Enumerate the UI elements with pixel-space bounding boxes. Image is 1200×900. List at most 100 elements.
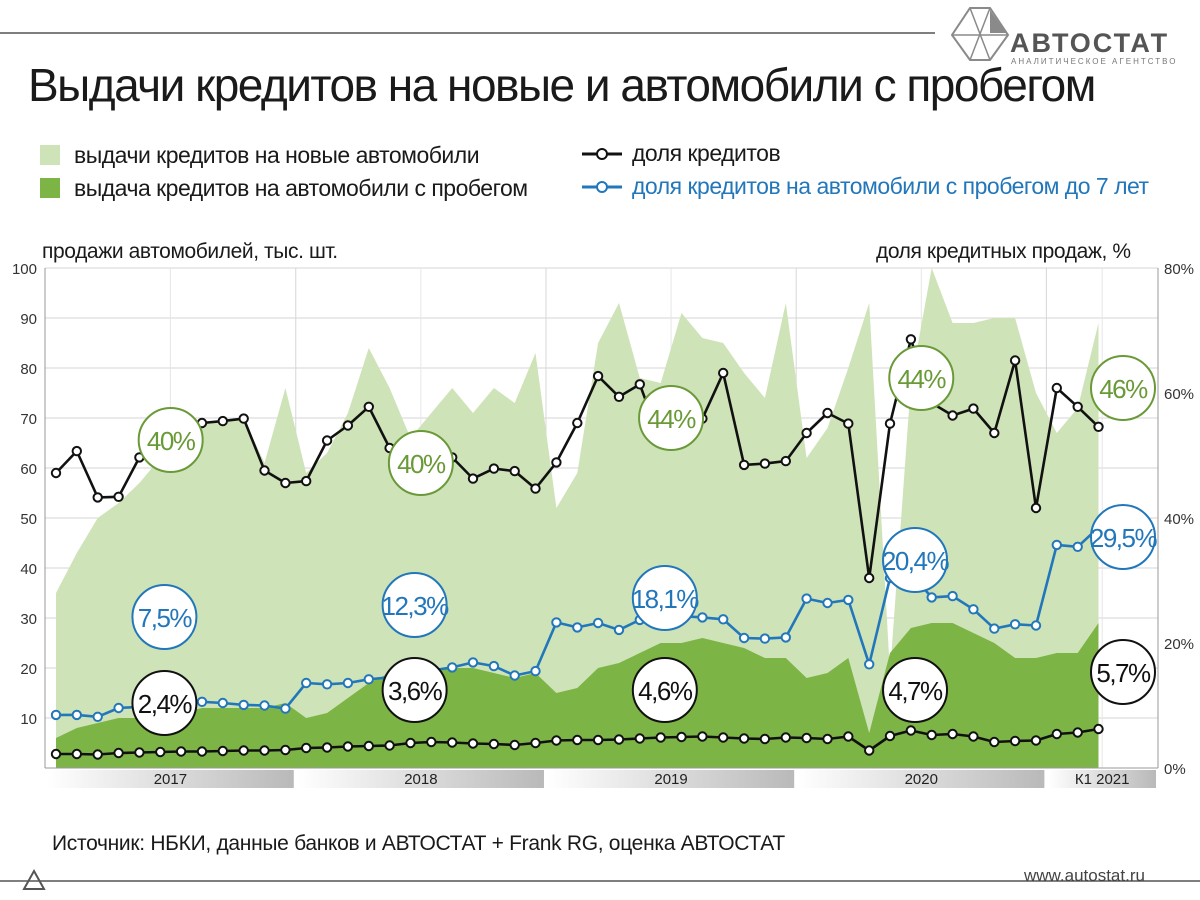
bottom-series-point (968, 731, 979, 742)
credit-share-point (864, 572, 875, 584)
bottom-series-point (426, 736, 437, 748)
used-share-point (530, 665, 541, 677)
bubble-green (387, 430, 454, 496)
credit-share-point (884, 418, 896, 429)
credit-share-point (238, 413, 249, 424)
used-share-point (864, 659, 875, 670)
credit-share-point (467, 473, 479, 484)
credit-share-point (947, 410, 958, 421)
legend-swatch-used (40, 178, 60, 198)
bottom-series-point (718, 732, 729, 743)
bottom-series-point (801, 732, 812, 744)
bottom-series-point (843, 731, 854, 742)
year-band (798, 770, 1045, 788)
right-tick-label: 40% (1164, 511, 1194, 528)
bottom-series-point (384, 740, 395, 751)
legend-line-black-icon (582, 148, 622, 160)
bottom-series-point (301, 742, 312, 754)
used-share-point (217, 697, 229, 709)
used-share-point (926, 592, 937, 603)
year-band (1048, 770, 1156, 788)
credit-share-point (613, 391, 625, 402)
axes: 10 20 30 40 50 60 70 80 90 100 0% 20% 40% 60% 80% (12, 261, 1194, 778)
bubble-label-black: 4,6% (638, 676, 693, 706)
right-axis-title: доля кредитных продаж, % (876, 240, 1131, 263)
bottom-series-point (634, 733, 645, 744)
annotation-bubbles: 40% 7,5% 2,4% 40% 12,3% 3,6% 44% 18,1% 4,6% 44% 20… (131, 345, 1159, 736)
left-tick-label: 70 (20, 411, 37, 428)
source-note: Источник: НБКИ, данные банков и АВТОСТАТ… (52, 832, 785, 855)
credit-share-point (321, 435, 333, 446)
used-share-point (592, 617, 604, 629)
bubble-blue (631, 565, 698, 631)
left-tick-label: 50 (20, 511, 37, 528)
used-share-point (718, 614, 729, 625)
credit-share-point (592, 370, 604, 382)
used-share-point (363, 674, 374, 685)
bottom-series-point (926, 729, 937, 741)
used-share-point (301, 677, 312, 689)
bottom-series-point (697, 731, 708, 742)
credit-share-point (634, 379, 645, 390)
bottom-series-point (759, 733, 771, 745)
bottom-series-point (196, 746, 208, 757)
used-share-point (1030, 620, 1042, 631)
used-share-point (1051, 539, 1063, 551)
site-link[interactable]: www.autostat.ru (1024, 866, 1145, 885)
credit-share-point (509, 465, 520, 477)
credit-share-point (822, 407, 833, 419)
year-label: 2018 (404, 771, 437, 788)
used-share-point (947, 590, 958, 602)
credit-share-point (968, 403, 979, 414)
bottom-series-point (509, 739, 520, 751)
bottom-series-point (50, 748, 62, 760)
legend-new-label: выдачи кредитов на новые автомобили (74, 142, 480, 168)
bottom-series-point (676, 731, 687, 743)
credit-share-point (50, 467, 62, 479)
credit-share-point (1051, 382, 1063, 394)
used-cars-area (56, 623, 1099, 768)
bottom-series-point (467, 738, 479, 749)
credit-share-point (1030, 502, 1042, 514)
bubble-black (1090, 639, 1156, 705)
legend-credit-share: доля кредитов (582, 140, 781, 167)
right-tick-label: 20% (1164, 636, 1194, 653)
bottom-series-point (321, 742, 333, 753)
used-share-point (697, 612, 708, 623)
bubble-blue (381, 572, 448, 638)
bottom-series-point (1072, 727, 1083, 738)
used-share-point (968, 604, 979, 615)
used-share-point (71, 709, 83, 721)
used-share-point (113, 702, 124, 714)
left-tick-label: 60 (20, 461, 37, 478)
credit-share-point (780, 455, 791, 467)
bubble-green (888, 345, 955, 411)
credit-share-point (217, 415, 229, 427)
used-share-point (843, 594, 854, 606)
used-share-point (238, 699, 249, 711)
bottom-series-point (592, 734, 604, 746)
used-share-point (342, 677, 354, 689)
bubble-label-blue: 12,3% (382, 591, 450, 621)
page-title: Выдачи кредитов на новые и автомобили с … (28, 59, 1096, 111)
bubble-label-green: 44% (898, 364, 947, 394)
bottom-series-point (342, 741, 354, 752)
bottom-series-point (280, 744, 291, 756)
bottom-series-point (363, 740, 374, 752)
left-tick-label: 90 (20, 311, 37, 328)
left-tick-label: 100 (12, 261, 37, 278)
bottom-series-point (738, 733, 750, 744)
brand-logo-icon (950, 7, 1010, 61)
bubble-black (631, 657, 698, 723)
left-tick-label: 80 (20, 361, 37, 378)
year-label: 2017 (154, 771, 187, 788)
bottom-series-point (989, 736, 1000, 748)
credit-share-point (843, 418, 854, 429)
credit-share-point (738, 459, 750, 471)
bubble-label-green: 40% (147, 426, 196, 456)
credit-share-point (530, 483, 541, 494)
bottom-series-point (551, 735, 562, 746)
bottom-series-point (655, 732, 666, 743)
bubble-label-black: 2,4% (138, 689, 193, 719)
